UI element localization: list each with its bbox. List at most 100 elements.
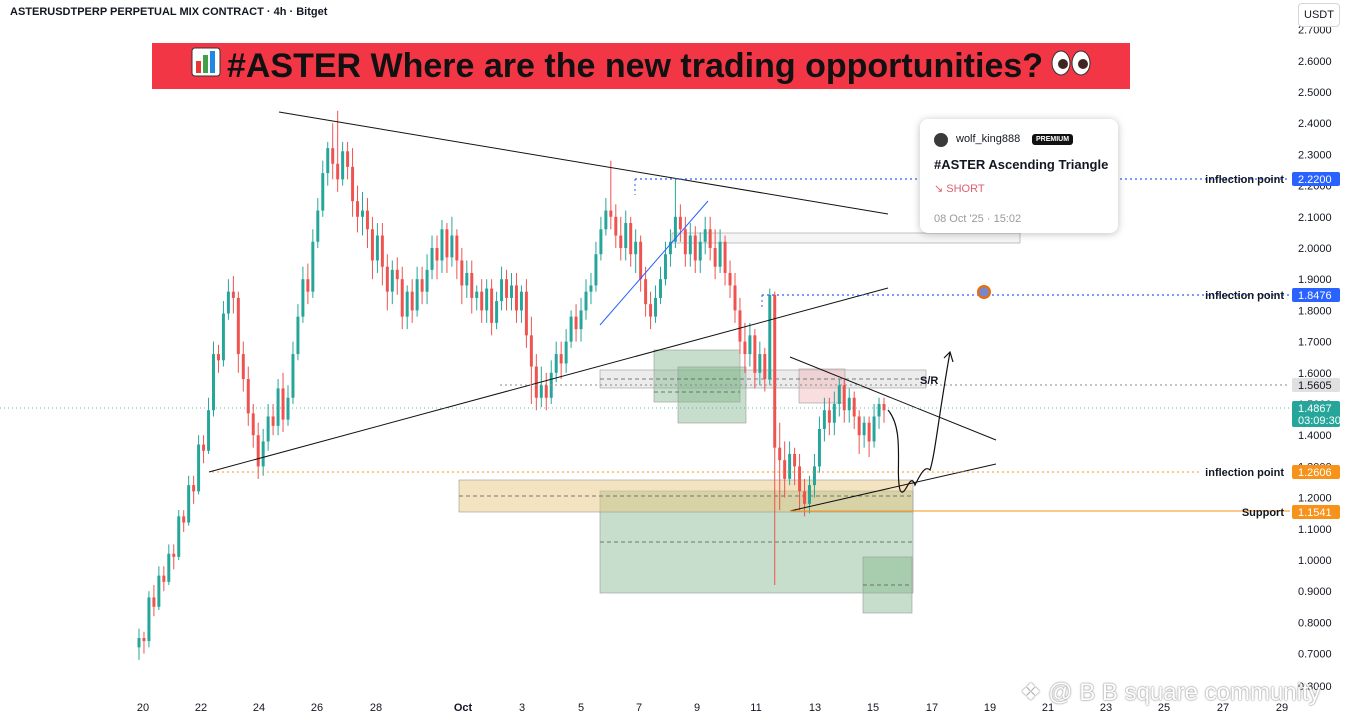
candle-body xyxy=(346,151,350,167)
x-tick-label: 3 xyxy=(519,702,525,714)
candle-body xyxy=(236,297,240,355)
price-level-value: 1.5605 xyxy=(1298,380,1332,392)
candle-body xyxy=(817,428,821,467)
candle-body xyxy=(569,316,573,342)
candle-body xyxy=(440,229,444,261)
x-tick-label: 5 xyxy=(578,702,584,714)
idea-card[interactable]: wolf_king888 PREMIUM #ASTER Ascending Tr… xyxy=(920,119,1118,233)
candle-body xyxy=(589,285,593,292)
y-tick-label: 1.4000 xyxy=(1298,430,1332,442)
candle-body xyxy=(510,285,513,298)
candle-body xyxy=(668,241,672,255)
candle-body xyxy=(266,416,270,442)
candle-body xyxy=(271,416,275,426)
y-tick-label: 1.1000 xyxy=(1298,524,1332,536)
candle-body xyxy=(465,272,469,286)
x-tick-label: 13 xyxy=(809,702,821,714)
candle-body xyxy=(311,241,315,292)
x-tick-label: 27 xyxy=(1217,702,1229,714)
candle-body xyxy=(256,435,260,467)
price-level-value: 1.2606 xyxy=(1298,467,1332,479)
trend-line xyxy=(208,287,889,473)
y-tick-label: 2.7000 xyxy=(1298,25,1332,37)
candle-body xyxy=(306,279,310,292)
candle-body xyxy=(619,235,623,248)
candle-body xyxy=(639,241,643,280)
candle-body xyxy=(385,266,389,292)
candle-body xyxy=(301,279,305,317)
candle-body xyxy=(842,385,846,411)
candle-body xyxy=(514,285,518,311)
premium-badge: PREMIUM xyxy=(1032,134,1074,145)
candle-body xyxy=(554,354,558,373)
idea-title[interactable]: #ASTER Ascending Triangle xyxy=(934,157,1109,172)
price-level-label: inflection point xyxy=(1205,290,1284,302)
author-avatar xyxy=(934,133,948,147)
candle-body xyxy=(192,485,196,492)
candle-body xyxy=(356,201,360,217)
candle-body xyxy=(276,388,280,426)
y-tick-label: 1.0000 xyxy=(1298,555,1332,567)
candle-body xyxy=(251,413,255,436)
price-level-tag xyxy=(1292,401,1340,427)
candle-body xyxy=(654,297,658,317)
candle-body xyxy=(365,210,369,230)
candle-body xyxy=(281,388,285,420)
candle-body xyxy=(490,288,494,323)
candle-body xyxy=(475,291,479,298)
currency-button[interactable]: USDT xyxy=(1298,3,1340,27)
candle-body xyxy=(758,354,762,373)
candle-body xyxy=(207,410,211,451)
candle-body xyxy=(733,285,737,311)
candle-body xyxy=(202,444,206,451)
y-tick-label: 1.9000 xyxy=(1298,274,1332,286)
candle-body xyxy=(529,335,533,367)
candle-body xyxy=(614,216,618,236)
candle-body xyxy=(743,341,747,355)
y-tick-label: 0.3000 xyxy=(1298,681,1332,693)
candle-body xyxy=(798,466,802,492)
sr-label: S/R xyxy=(920,375,938,387)
candle-body xyxy=(430,248,434,270)
candle-body xyxy=(212,354,215,411)
candle-body xyxy=(688,235,692,255)
trend-line xyxy=(278,111,889,215)
candle-body xyxy=(455,235,459,261)
y-tick-label: 0.9000 xyxy=(1298,586,1332,598)
x-tick-label: Oct xyxy=(454,702,473,714)
candle-body xyxy=(216,354,220,361)
candle-body xyxy=(683,229,687,255)
forecast-arrow xyxy=(943,350,954,363)
candle-body xyxy=(400,279,404,317)
y-tick-label: 0.8000 xyxy=(1298,617,1332,629)
y-tick-label: 1.2000 xyxy=(1298,493,1332,505)
candle-body xyxy=(599,229,603,255)
candle-body xyxy=(778,447,782,461)
x-tick-label: 22 xyxy=(195,702,207,714)
candle-body xyxy=(226,291,230,314)
banner: #ASTER Where are the new trading opportu… xyxy=(152,43,1130,89)
bar-chart-icon xyxy=(191,47,221,86)
candle-body xyxy=(172,553,176,557)
author-name[interactable]: wolf_king888 xyxy=(956,133,1021,145)
candle-body xyxy=(435,248,439,261)
candle-body xyxy=(594,254,598,286)
candle-body xyxy=(862,422,866,436)
candle-body xyxy=(321,173,325,211)
price-level-value: 1.8476 xyxy=(1298,290,1332,302)
candle-body xyxy=(405,291,409,317)
candle-body xyxy=(827,410,831,423)
candle-body xyxy=(167,553,171,582)
candle-body xyxy=(147,597,151,642)
candle-body xyxy=(241,354,245,380)
x-tick-label: 15 xyxy=(867,702,879,714)
candle-body xyxy=(524,291,528,336)
candle-body xyxy=(425,269,429,292)
candle-body xyxy=(673,216,677,242)
y-tick-label: 1.8000 xyxy=(1298,305,1332,317)
forecast-path xyxy=(887,351,951,493)
candle-body xyxy=(326,148,330,174)
candle-body xyxy=(470,272,474,298)
